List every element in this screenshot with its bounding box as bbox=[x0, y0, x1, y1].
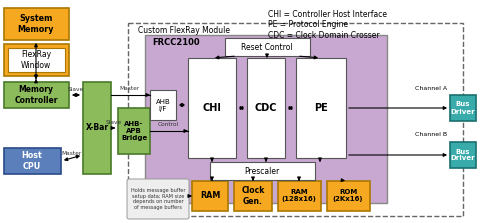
Text: Host
CPU: Host CPU bbox=[22, 151, 42, 171]
Bar bbox=[128, 23, 463, 216]
Bar bbox=[83, 82, 111, 174]
Text: FlexRay
Window: FlexRay Window bbox=[21, 50, 51, 70]
Text: AHB-
APB
Bridge: AHB- APB Bridge bbox=[121, 121, 147, 141]
Bar bbox=[4, 8, 69, 40]
Text: Master: Master bbox=[120, 86, 140, 91]
Text: Slave: Slave bbox=[68, 87, 84, 92]
Text: System
Memory: System Memory bbox=[18, 14, 54, 34]
Text: Bus
Driver: Bus Driver bbox=[451, 101, 475, 114]
Text: Master: Master bbox=[62, 151, 82, 156]
Bar bbox=[4, 82, 69, 108]
Text: Holds message buffer
setup data; RAM size
depends on number
of message buffers: Holds message buffer setup data; RAM siz… bbox=[131, 188, 185, 210]
Text: CHI: CHI bbox=[203, 103, 221, 113]
Text: CDC: CDC bbox=[255, 103, 277, 113]
Bar bbox=[450, 142, 476, 168]
Bar bbox=[118, 108, 150, 154]
Text: Custom FlexRay Module: Custom FlexRay Module bbox=[138, 26, 230, 35]
Bar bbox=[145, 35, 387, 203]
Text: FRCC2100: FRCC2100 bbox=[152, 38, 200, 47]
Bar bbox=[210, 162, 315, 180]
Bar bbox=[4, 44, 69, 76]
Bar bbox=[192, 181, 228, 211]
Text: Control: Control bbox=[157, 122, 179, 127]
Bar bbox=[4, 148, 61, 174]
Bar bbox=[296, 58, 346, 158]
Text: AHB
I/F: AHB I/F bbox=[156, 99, 170, 112]
Bar bbox=[327, 181, 370, 211]
Text: Bus
Driver: Bus Driver bbox=[451, 149, 475, 161]
Bar bbox=[225, 38, 310, 56]
Text: Memory
Controller: Memory Controller bbox=[14, 85, 58, 105]
Bar bbox=[8, 48, 65, 72]
Text: Reset Control: Reset Control bbox=[241, 43, 293, 52]
Text: Prescaler: Prescaler bbox=[244, 167, 280, 176]
Text: CHI = Controller Host Interface
PE = Protocol Engine
CDC = Clock Domain Crosser: CHI = Controller Host Interface PE = Pro… bbox=[268, 10, 387, 40]
Text: Channel A: Channel A bbox=[415, 85, 447, 91]
Bar bbox=[234, 181, 272, 211]
Bar bbox=[150, 90, 176, 120]
Text: Slave: Slave bbox=[106, 120, 122, 125]
Text: ROM
(2Kx16): ROM (2Kx16) bbox=[333, 190, 363, 202]
Text: Channel B: Channel B bbox=[415, 132, 447, 138]
Bar bbox=[278, 181, 321, 211]
FancyBboxPatch shape bbox=[127, 179, 189, 219]
Text: PE: PE bbox=[314, 103, 328, 113]
Bar bbox=[450, 95, 476, 121]
Bar bbox=[247, 58, 285, 158]
Text: X-Bar: X-Bar bbox=[85, 124, 108, 132]
Text: Clock
Gen.: Clock Gen. bbox=[241, 186, 264, 206]
Text: RAM: RAM bbox=[200, 192, 220, 200]
Bar bbox=[188, 58, 236, 158]
Text: RAM
(128x16): RAM (128x16) bbox=[282, 190, 316, 202]
